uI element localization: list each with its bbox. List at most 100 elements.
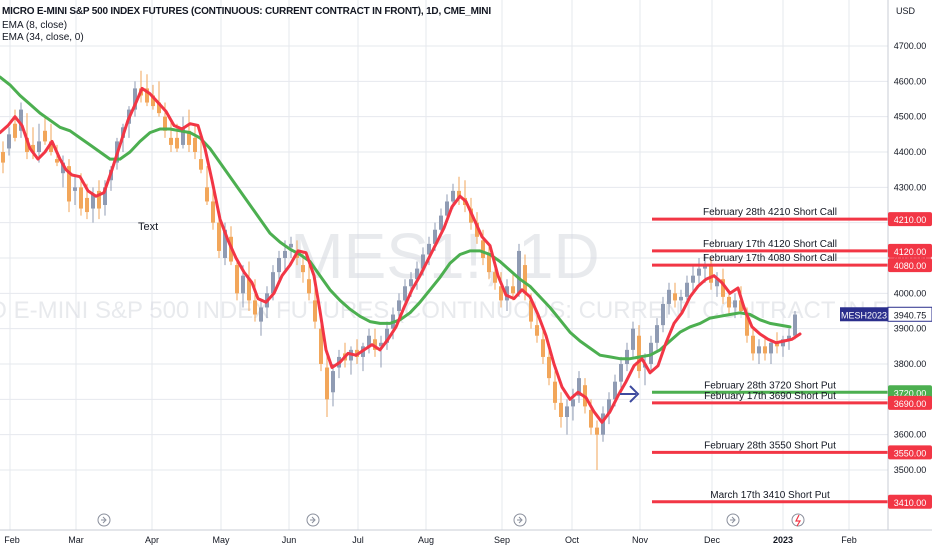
ema-8-line — [0, 86, 802, 424]
candle-body — [673, 293, 677, 301]
candle-body — [745, 314, 749, 336]
annotations: Text — [138, 221, 640, 403]
price-level-tag: 3720.00 — [894, 388, 927, 398]
candle-body — [757, 346, 761, 354]
candle-body — [559, 402, 563, 417]
candle-body — [307, 279, 311, 294]
price-level-tag: 3550.00 — [894, 448, 927, 458]
candle-body — [49, 141, 53, 152]
candle-body — [103, 187, 107, 205]
candle-body — [685, 282, 689, 297]
time-tick-label: 2023 — [773, 535, 793, 545]
candle-body — [787, 335, 791, 340]
time-tick-label: Jul — [352, 535, 364, 545]
time-tick-label: May — [212, 535, 230, 545]
candle-body — [31, 144, 35, 152]
candle-body — [79, 187, 83, 209]
candle-body — [91, 194, 95, 209]
candle-body — [67, 166, 71, 202]
price-level-tag: 4210.00 — [894, 215, 927, 225]
candle-body — [433, 229, 437, 244]
candle-body — [1, 152, 5, 163]
symbol-tag-bg — [840, 307, 888, 322]
candle-body — [25, 137, 29, 152]
candle-body — [481, 240, 485, 258]
price-tick-label: 3800.00 — [894, 359, 927, 369]
candle-body — [163, 116, 167, 131]
price-level-tag: 4120.00 — [894, 247, 927, 257]
price-level-tag-bg — [888, 385, 932, 400]
candle-body — [157, 102, 161, 114]
candle-body — [541, 339, 545, 357]
candle-body — [493, 272, 497, 283]
candle-body — [751, 335, 755, 354]
candle-body — [637, 335, 641, 372]
candle-body — [487, 254, 491, 273]
watermark-symbol: MES1!, 1D — [290, 220, 599, 292]
price-tick-label: 3600.00 — [894, 430, 927, 440]
time-tick-label: Apr — [145, 535, 159, 545]
time-tick-label: Mar — [68, 535, 84, 545]
candle-body — [205, 187, 209, 202]
candle-body — [175, 137, 179, 149]
candle-body — [331, 371, 335, 393]
candle-body — [397, 300, 401, 311]
time-tick-label: Nov — [632, 535, 649, 545]
indicator-ema-8[interactable]: EMA (8, close) — [2, 20, 68, 31]
candle-body — [61, 162, 65, 174]
candle-body — [7, 134, 11, 149]
candle-body — [55, 159, 59, 163]
candle-body — [289, 243, 293, 248]
candle-body — [421, 254, 425, 269]
candle-body — [679, 296, 683, 301]
candle-body — [37, 141, 41, 152]
text-annotation: Text — [138, 221, 158, 233]
candle-body — [631, 328, 635, 350]
candle-body — [313, 300, 317, 322]
candle-body — [517, 250, 521, 294]
candle-body — [13, 123, 17, 138]
candle-body — [577, 378, 581, 396]
candle-body — [145, 88, 149, 103]
price-level-label: February 17th 4080 Short Call — [703, 253, 837, 264]
candle-body — [19, 109, 23, 131]
watermark: MES1!, 1D MICRO E-MINI S&P 500 INDEX FUT… — [0, 220, 932, 324]
candle-body — [235, 265, 239, 294]
event-arrow-icon — [310, 516, 316, 524]
candle-body — [769, 342, 773, 354]
price-tick-label: 4600.00 — [894, 76, 927, 86]
price-tick-label: 3900.00 — [894, 324, 927, 334]
price-level-tag-bg — [888, 243, 932, 258]
symbol-tag: MESH2023 — [841, 310, 887, 320]
candle-body — [301, 265, 305, 273]
candle-body — [193, 137, 197, 152]
candle-body — [385, 328, 389, 343]
earnings-event-icon — [791, 513, 805, 527]
candle-body — [655, 325, 659, 343]
candle-body — [223, 229, 227, 258]
candle-body — [505, 286, 509, 301]
candle-body — [259, 307, 263, 322]
currency-label: USD — [896, 6, 916, 16]
time-tick-label: Feb — [4, 535, 20, 545]
ema-lines — [0, 75, 802, 424]
ema-34-line — [0, 75, 792, 361]
price-level-label: February 17th 3690 Short Put — [704, 391, 836, 402]
candle-body — [661, 303, 665, 326]
indicator-ema-34[interactable]: EMA (34, close, 0) — [2, 32, 84, 43]
watermark-description: MICRO E-MINI S&P 500 INDEX FUTURES (CONT… — [0, 297, 932, 324]
candle-body — [241, 275, 245, 294]
candle-body — [97, 190, 101, 209]
candle-body — [523, 265, 527, 294]
price-level-tag-bg — [888, 395, 932, 410]
price-tick-label: 3500.00 — [894, 465, 927, 475]
candle-body — [589, 409, 593, 428]
time-tick-label: Sep — [494, 535, 510, 545]
candle-body — [511, 286, 515, 294]
candle-body — [85, 197, 89, 213]
candle-body — [445, 201, 449, 216]
candle-body — [553, 381, 557, 403]
